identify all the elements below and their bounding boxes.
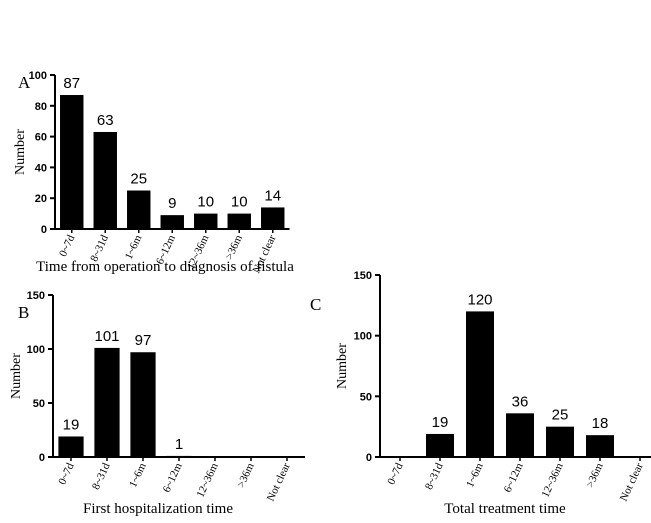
value-label: 19 xyxy=(63,416,80,433)
y-axis-title: Number xyxy=(13,129,28,175)
value-label: 19 xyxy=(432,414,449,431)
value-label: 10 xyxy=(197,194,214,211)
bar xyxy=(160,215,184,229)
x-tick-label: 6~12m xyxy=(502,461,526,495)
value-label: 97 xyxy=(135,332,152,349)
y-axis-title: Number xyxy=(335,343,350,389)
y-tick-label: 0 xyxy=(39,452,45,464)
x-tick-label: >36m xyxy=(235,461,257,490)
value-label: 25 xyxy=(552,407,569,424)
y-tick-label: 0 xyxy=(41,224,47,236)
x-tick-label: 12~36m xyxy=(539,461,565,500)
y-tick-label: 80 xyxy=(35,101,47,113)
x-tick-label: Not clear xyxy=(265,461,293,503)
x-tick-label: 0~7d xyxy=(385,461,406,487)
x-tick-label: 0~7d xyxy=(57,233,78,259)
panel-label: C xyxy=(310,295,321,314)
value-label: 10 xyxy=(231,194,248,211)
panel-label: B xyxy=(18,303,29,322)
value-label: 25 xyxy=(130,171,147,188)
value-label: 9 xyxy=(168,195,176,212)
x-tick-label: 8~31d xyxy=(423,461,446,492)
x-tick-label: 1~6m xyxy=(127,461,149,490)
y-axis-title: Number xyxy=(9,353,24,399)
value-label: 120 xyxy=(467,291,492,308)
x-tick-label: 1~6m xyxy=(464,461,486,490)
x-tick-label: 1~6m xyxy=(123,233,145,262)
x-tick-label: 8~31d xyxy=(90,461,113,492)
bar xyxy=(194,213,218,229)
y-tick-label: 150 xyxy=(27,290,45,302)
y-tick-label: 40 xyxy=(35,162,47,174)
bar xyxy=(130,352,156,457)
y-tick-label: 100 xyxy=(354,331,372,343)
y-tick-label: 100 xyxy=(29,70,47,82)
y-tick-label: 50 xyxy=(33,398,45,410)
value-label: 14 xyxy=(264,187,281,204)
panel-label: A xyxy=(18,73,31,92)
bar xyxy=(506,413,534,457)
bar xyxy=(586,435,614,457)
y-tick-label: 20 xyxy=(35,193,47,205)
bar xyxy=(60,95,84,230)
x-tick-label: 12~36m xyxy=(194,461,220,500)
value-label: 1 xyxy=(175,436,183,453)
x-tick-label: >36m xyxy=(584,461,606,490)
bar xyxy=(546,426,574,457)
bar xyxy=(93,131,117,229)
bar xyxy=(166,455,192,457)
value-label: 87 xyxy=(63,75,80,92)
x-axis-title: Time from operation to diagnosis of fist… xyxy=(36,259,294,275)
y-tick-label: 150 xyxy=(354,270,372,282)
bar xyxy=(127,190,151,229)
bar xyxy=(58,436,84,457)
bar xyxy=(227,213,251,229)
y-tick-label: 60 xyxy=(35,132,47,144)
bar xyxy=(466,311,494,457)
x-tick-label: >36m xyxy=(223,233,245,262)
x-tick-label: Not clear xyxy=(618,461,646,503)
y-tick-label: 100 xyxy=(27,344,45,356)
y-tick-label: 50 xyxy=(360,391,372,403)
x-axis-title: First hospitalization time xyxy=(83,501,233,517)
x-tick-label: 0~7d xyxy=(56,461,77,487)
x-tick-label: 6~12m xyxy=(161,461,185,495)
bar xyxy=(426,433,454,457)
bar xyxy=(94,347,120,457)
bar xyxy=(261,207,285,229)
y-tick-label: 0 xyxy=(366,452,372,464)
x-axis-title: Total treatment time xyxy=(444,501,566,517)
value-label: 18 xyxy=(592,415,609,432)
value-label: 101 xyxy=(94,328,119,345)
value-label: 63 xyxy=(97,112,114,129)
value-label: 36 xyxy=(512,393,529,410)
